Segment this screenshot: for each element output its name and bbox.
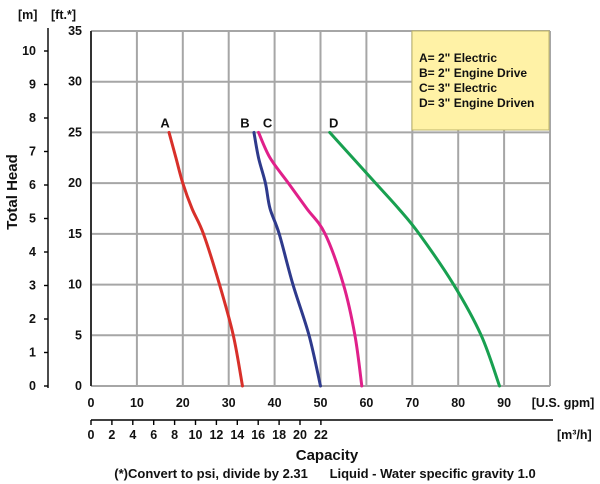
x2-tick-label: 18 (272, 428, 286, 442)
legend-entry-b: B= 2" Engine Drive (419, 66, 527, 80)
legend-entry-d: D= 3" Engine Driven (419, 96, 534, 110)
x2-tick-label: 12 (209, 428, 223, 442)
footnote: (*)Convert to psi, divide by 2.31 Liquid… (114, 466, 535, 481)
x-tick-label: 50 (314, 396, 328, 410)
x2-tick-label: 22 (314, 428, 328, 442)
curve-c (257, 130, 364, 388)
x-tick-label: 40 (268, 396, 282, 410)
x2-tick-label: 14 (230, 428, 244, 442)
y2-tick-label: 1 (29, 346, 36, 360)
curve-label-a: A (160, 115, 170, 130)
x-unit-label: [U.S. gpm] (532, 396, 595, 410)
x2-tick-label: 0 (88, 428, 95, 442)
curve-label-c: C (263, 115, 273, 130)
y2-tick-label: 8 (29, 111, 36, 125)
x2-tick-label: 8 (171, 428, 178, 442)
x-axis-title: Capacity (296, 447, 359, 464)
x2-tick-label: 20 (293, 428, 307, 442)
curve-label-d: D (329, 115, 338, 130)
y-tick-label: 35 (68, 24, 82, 38)
curve-d (328, 130, 502, 388)
x2-tick-label: 2 (108, 428, 115, 442)
y-tick-label: 15 (68, 227, 82, 241)
legend-entry-c: C= 3" Electric (419, 81, 497, 95)
y2-tick-label: 2 (29, 312, 36, 326)
y-tick-label: 25 (68, 125, 82, 139)
curve-a (167, 130, 244, 388)
y-tick-label: 20 (68, 176, 82, 190)
x-tick-label: 0 (88, 396, 95, 410)
y2-tick-label: 3 (29, 279, 36, 293)
y-tick-label: 0 (75, 379, 82, 393)
y2-tick-label: 4 (29, 245, 36, 259)
y2-tick-label: 6 (29, 178, 36, 192)
y-unit-meters: [m] (18, 8, 37, 22)
x-tick-label: 60 (359, 396, 373, 410)
x2-tick-label: 10 (189, 428, 203, 442)
x-tick-label: 70 (405, 396, 419, 410)
grid (90, 30, 551, 387)
legend: A= 2" Electric B= 2" Engine Drive C= 3" … (411, 30, 550, 131)
legend-entry-a: A= 2" Electric (419, 51, 497, 65)
x2-tick-label: 6 (150, 428, 157, 442)
y-unit-feet: [ft.*] (51, 8, 76, 22)
x-tick-label: 20 (176, 396, 190, 410)
x2-unit-label: [m³/h] (557, 428, 592, 442)
y2-tick-label: 9 (29, 78, 36, 92)
curve-b (252, 130, 322, 388)
legend-box (411, 30, 550, 131)
y-tick-label: 10 (68, 278, 82, 292)
y2-tick-label: 10 (22, 44, 36, 58)
y-axis-title: Total Head (4, 154, 21, 230)
y-tick-label: 30 (68, 75, 82, 89)
y2-tick-label: 7 (29, 145, 36, 159)
x-tick-label: 10 (130, 396, 144, 410)
x-tick-label: 30 (222, 396, 236, 410)
y2-tick-label: 0 (29, 379, 36, 393)
curve-label-b: B (240, 115, 249, 130)
x2-tick-label: 16 (251, 428, 265, 442)
x-tick-label: 80 (451, 396, 465, 410)
x2-tick-label: 4 (129, 428, 136, 442)
y-tick-label: 5 (75, 328, 82, 342)
x-tick-label: 90 (497, 396, 511, 410)
y2-tick-label: 5 (29, 212, 36, 226)
